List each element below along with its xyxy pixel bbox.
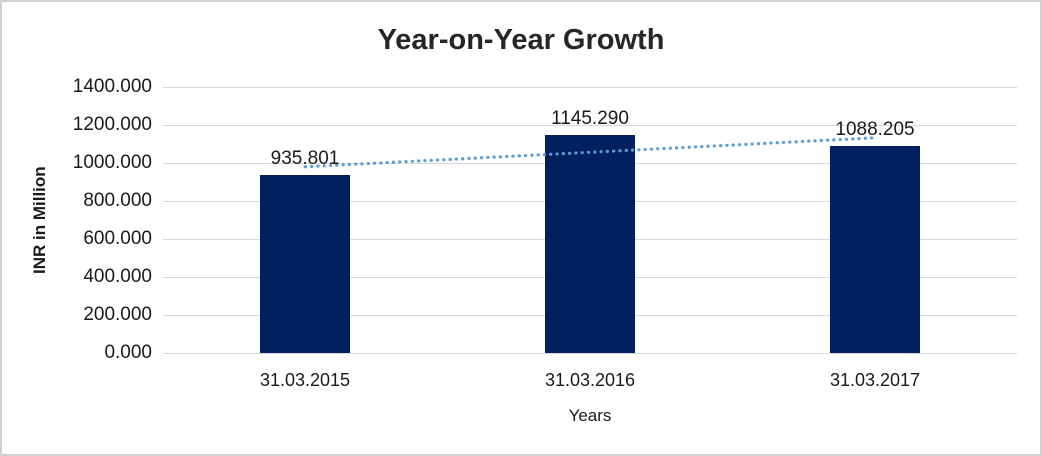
- bar-31.03.2015: [260, 175, 350, 353]
- y-tick-label: 600.000: [83, 228, 152, 249]
- x-tick-label: 31.03.2017: [829, 370, 921, 390]
- y-tick-label: 1400.000: [72, 76, 152, 97]
- y-tick-label: 800.000: [83, 190, 152, 211]
- x-axis-title: Years: [568, 406, 612, 425]
- y-tick-label: 1200.000: [72, 114, 152, 135]
- y-tick-label: 200.000: [83, 304, 152, 325]
- gridline: [163, 87, 1017, 88]
- x-tick-label: 31.03.2015: [259, 370, 351, 390]
- data-label: 935.801: [270, 148, 340, 169]
- gridline: [163, 125, 1017, 126]
- data-label: 1145.290: [551, 108, 629, 129]
- gridline: [163, 353, 1017, 354]
- y-tick-label: 0.000: [104, 342, 152, 363]
- y-tick-label: 1000.000: [72, 152, 152, 173]
- data-label: 1088.205: [835, 119, 915, 140]
- plot-area: 935.801 1145.290 1088.205: [163, 87, 1017, 354]
- y-tick-label: 400.000: [83, 266, 152, 287]
- bar-31.03.2016: [545, 135, 635, 353]
- bar-31.03.2017: [830, 146, 920, 353]
- chart-title: Year-on-Year Growth: [377, 24, 665, 56]
- x-tick-label: 31.03.2016: [544, 370, 636, 390]
